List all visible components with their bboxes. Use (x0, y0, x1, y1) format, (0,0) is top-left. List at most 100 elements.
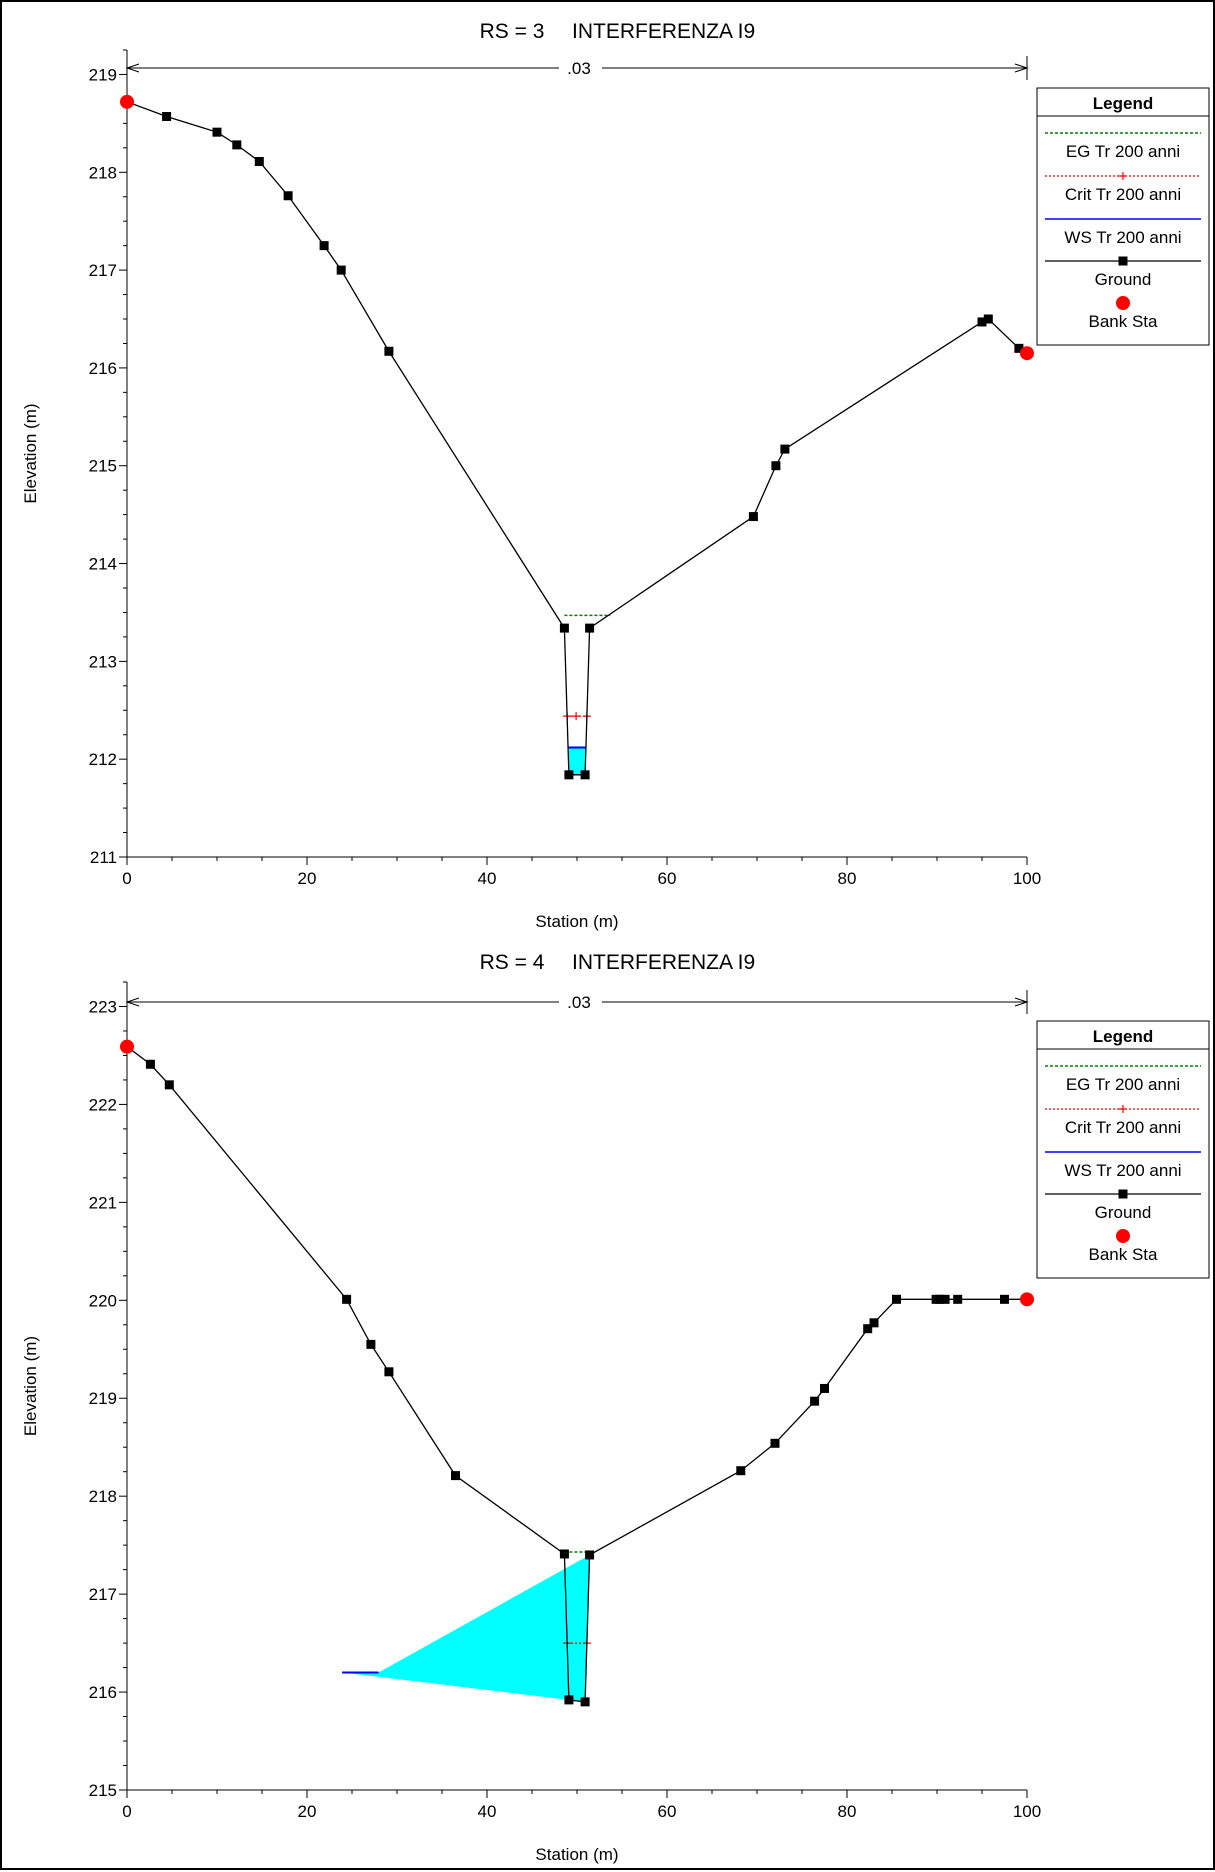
legend-entry-label: Ground (1095, 1203, 1152, 1222)
manning-arrow-left (125, 63, 140, 73)
x-tick-label: 20 (298, 869, 317, 888)
y-tick-label: 217 (89, 1585, 117, 1604)
manning-n-label: .03 (567, 993, 591, 1012)
ground-point (580, 1697, 590, 1707)
ground-point (162, 112, 172, 122)
ground-point (940, 1294, 950, 1304)
x-tick-label: 20 (298, 1802, 317, 1821)
ground-point (451, 1471, 460, 1481)
chart-title-name: INTERFERENZA I9 (572, 951, 755, 974)
y-tick-label: 220 (89, 1291, 117, 1310)
x-axis-label: Station (m) (535, 912, 618, 931)
y-tick-label: 215 (89, 1781, 117, 1800)
ground-point (564, 1695, 574, 1705)
chart-rs4: RS = 4 INTERFERENZA I9 0 20 40 60 80 100 215 216 2… (21, 951, 1210, 1864)
ground-point (810, 1396, 820, 1406)
ground-point (283, 191, 293, 201)
legend-entry-label: Bank Sta (1089, 312, 1159, 331)
ground-point (585, 623, 595, 633)
ground-point (559, 623, 569, 633)
manning-arrow-left (125, 997, 140, 1007)
y-axis-label: Elevation (m) (21, 1336, 40, 1436)
water-fill (342, 1554, 590, 1702)
legend-entry-label: Ground (1095, 270, 1152, 289)
ground-point (736, 1466, 746, 1476)
x-tick-label: 0 (122, 869, 131, 888)
x-tick-label: 100 (1013, 1802, 1041, 1821)
ground-point (145, 1059, 155, 1069)
chart-title-rs: RS = 4 (480, 951, 545, 974)
ground-point (780, 444, 790, 454)
bank-sta-point (120, 1039, 134, 1054)
ground-point (892, 1294, 901, 1304)
chart-title-name: INTERFERENZA I9 (572, 20, 755, 43)
ground-point (212, 127, 222, 137)
legend-title: Legend (1093, 1027, 1153, 1046)
legend-entry-label: EG Tr 200 anni (1066, 142, 1180, 161)
x-tick-label: 0 (122, 1802, 131, 1821)
ground-point (748, 512, 758, 522)
manning-arrow-right (1014, 63, 1029, 73)
y-tick-label: 217 (89, 261, 117, 280)
y-tick-label: 221 (89, 1193, 117, 1212)
ground-point (254, 157, 264, 167)
water-fill (568, 747, 586, 775)
manning-n-label: .03 (567, 59, 591, 78)
y-tick-label: 223 (89, 997, 117, 1016)
y-tick-label: 216 (89, 1683, 117, 1702)
legend: Legend EG Tr 200 anni Crit Tr 200 anni WS T… (1036, 1020, 1210, 1279)
legend: Legend EG Tr 200 anni Crit Tr 200 anni WS T… (1036, 87, 1210, 346)
legend-entry-label: WS Tr 200 anni (1064, 228, 1181, 247)
legend-entry-label: WS Tr 200 anni (1064, 1161, 1181, 1180)
chart-title-rs: RS = 3 (480, 20, 545, 43)
ground-point (164, 1080, 174, 1090)
chart-rs3: RS = 3 INTERFERENZA I9 0 20 40 60 80 100 211 212 2… (21, 20, 1210, 931)
x-tick-label: 60 (658, 1802, 677, 1821)
ground-point (384, 346, 394, 356)
y-tick-label: 216 (89, 359, 117, 378)
legend-entry-label: Crit Tr 200 anni (1065, 1118, 1181, 1137)
x-axis-label: Station (m) (535, 1845, 618, 1864)
ground-point (342, 1294, 352, 1304)
bank-sta-point (1020, 1292, 1034, 1307)
legend-entry-label: Bank Sta (1089, 1245, 1159, 1264)
x-tick-label: 80 (838, 869, 857, 888)
ground-point (820, 1383, 829, 1393)
y-tick-label: 219 (89, 1389, 117, 1408)
ground-point (935, 1294, 945, 1304)
legend-title: Legend (1093, 94, 1153, 113)
ground-point (1014, 343, 1024, 353)
ground-point (564, 770, 574, 780)
ground-point (863, 1324, 873, 1334)
ground-point (585, 1550, 595, 1560)
ground-point (771, 461, 781, 471)
y-tick-label: 213 (89, 652, 117, 671)
manning-arrow-right (1014, 997, 1029, 1007)
ground-point (580, 770, 590, 780)
ground-point (953, 1294, 963, 1304)
x-tick-label: 40 (478, 1802, 497, 1821)
ground-point (770, 1438, 780, 1448)
y-tick-label: 218 (89, 1487, 117, 1506)
legend-swatch-crit-marker (1119, 1105, 1127, 1113)
ground-point (232, 140, 242, 150)
crit-marker (572, 712, 581, 721)
ground-point (983, 314, 993, 324)
y-tick-label: 212 (89, 750, 117, 769)
ground-point (384, 1367, 394, 1377)
legend-entry-label: Crit Tr 200 anni (1065, 185, 1181, 204)
x-tick-label: 100 (1013, 869, 1041, 888)
ground-point (319, 241, 329, 251)
y-axis-label: Elevation (m) (21, 403, 40, 503)
legend-swatch-crit-marker (1119, 172, 1127, 180)
y-tick-label: 211 (90, 848, 117, 867)
y-tick-label: 222 (89, 1095, 117, 1114)
legend-entry-label: EG Tr 200 anni (1066, 1075, 1180, 1094)
ground-point (336, 265, 346, 275)
ground-point (1000, 1294, 1009, 1304)
ground-point (366, 1339, 376, 1349)
legend-swatch-bank (1116, 1229, 1130, 1243)
bank-sta-point (1020, 346, 1034, 361)
